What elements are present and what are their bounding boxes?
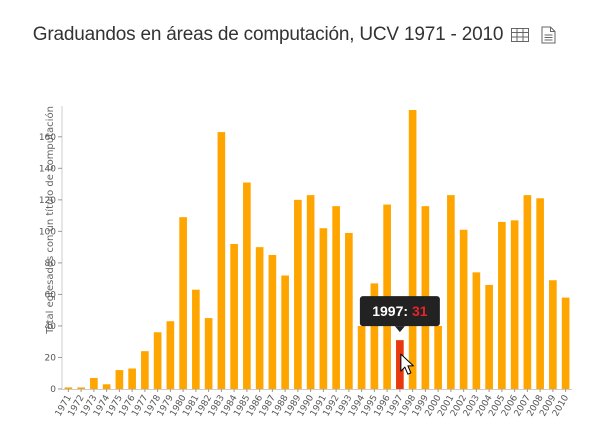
bar-2009[interactable]: [549, 280, 557, 389]
tooltip: 1997: 31: [359, 296, 440, 333]
bar-1972[interactable]: [77, 387, 85, 389]
bar-2010[interactable]: [561, 297, 570, 389]
bar-2001[interactable]: [447, 195, 455, 389]
bar-1983[interactable]: [217, 132, 226, 389]
tooltip-text: 1997: 31: [372, 303, 427, 319]
cursor-pointer: [400, 353, 414, 375]
tooltip-label: 1997:: [372, 303, 412, 319]
y-tick-label: 120: [39, 196, 56, 206]
y-tick-label: 60: [45, 290, 57, 300]
mouse-cursor-icon: [400, 353, 414, 375]
bar-2003[interactable]: [472, 272, 481, 389]
bar-2007[interactable]: [523, 195, 532, 389]
document-icon[interactable]: [537, 24, 559, 46]
bar-1991[interactable]: [319, 228, 328, 389]
bar-1989[interactable]: [294, 199, 302, 389]
bar-1995[interactable]: [370, 283, 379, 389]
y-tick-label: 0: [50, 385, 56, 395]
bar-2004[interactable]: [485, 284, 493, 389]
bar-1992[interactable]: [332, 206, 340, 389]
y-axis-title: Total egresados con un título de computa…: [44, 106, 56, 335]
bar-2005[interactable]: [498, 221, 506, 389]
bars: [64, 110, 570, 389]
bar-2000[interactable]: [434, 325, 442, 389]
bar-1973[interactable]: [90, 377, 98, 389]
bar-1978[interactable]: [153, 332, 162, 389]
bar-1990[interactable]: [306, 195, 315, 389]
y-tick-label: 20: [45, 353, 57, 363]
bar-1971[interactable]: [64, 387, 73, 389]
y-tick-label: 140: [39, 164, 56, 174]
bar-1984[interactable]: [230, 243, 238, 389]
chart-header: Graduandos en áreas de computación, UCV …: [0, 18, 592, 52]
bar-2008[interactable]: [536, 198, 544, 389]
bar-1987[interactable]: [268, 255, 277, 389]
bar-1994[interactable]: [357, 325, 366, 389]
y-tick-label: 40: [45, 322, 57, 332]
bar-1976[interactable]: [128, 368, 136, 389]
bar-1980[interactable]: [179, 217, 187, 389]
bar-1997[interactable]: [396, 340, 404, 389]
bar-1993[interactable]: [345, 232, 353, 389]
y-tick-label: 160: [39, 133, 56, 143]
bar-2002[interactable]: [459, 229, 468, 389]
bar-1977[interactable]: [141, 351, 149, 389]
bar-1981[interactable]: [192, 289, 200, 389]
table-icon[interactable]: [509, 24, 531, 46]
chart-title: Graduandos en áreas de computación, UCV …: [32, 24, 504, 45]
y-axis: 0 20 40 60 80 100 120 140 160: [39, 106, 63, 395]
bar-1979[interactable]: [166, 321, 175, 389]
y-tick-label: 80: [45, 259, 57, 269]
bar-1988[interactable]: [281, 275, 289, 389]
bar-1975[interactable]: [115, 370, 124, 389]
bar-1974[interactable]: [102, 384, 111, 389]
bar-1998[interactable]: [408, 110, 417, 389]
x-axis: 1971197219731974197519761977197819791980…: [54, 389, 572, 418]
bar-1982[interactable]: [204, 318, 213, 389]
tooltip-box: [359, 296, 440, 327]
y-tick-label: 100: [39, 227, 56, 237]
bar-1986[interactable]: [255, 247, 264, 389]
bar-2006[interactable]: [510, 220, 519, 389]
tooltip-value: 31: [412, 303, 428, 319]
bar-1985[interactable]: [243, 182, 251, 389]
tooltip-arrow: [394, 326, 405, 333]
